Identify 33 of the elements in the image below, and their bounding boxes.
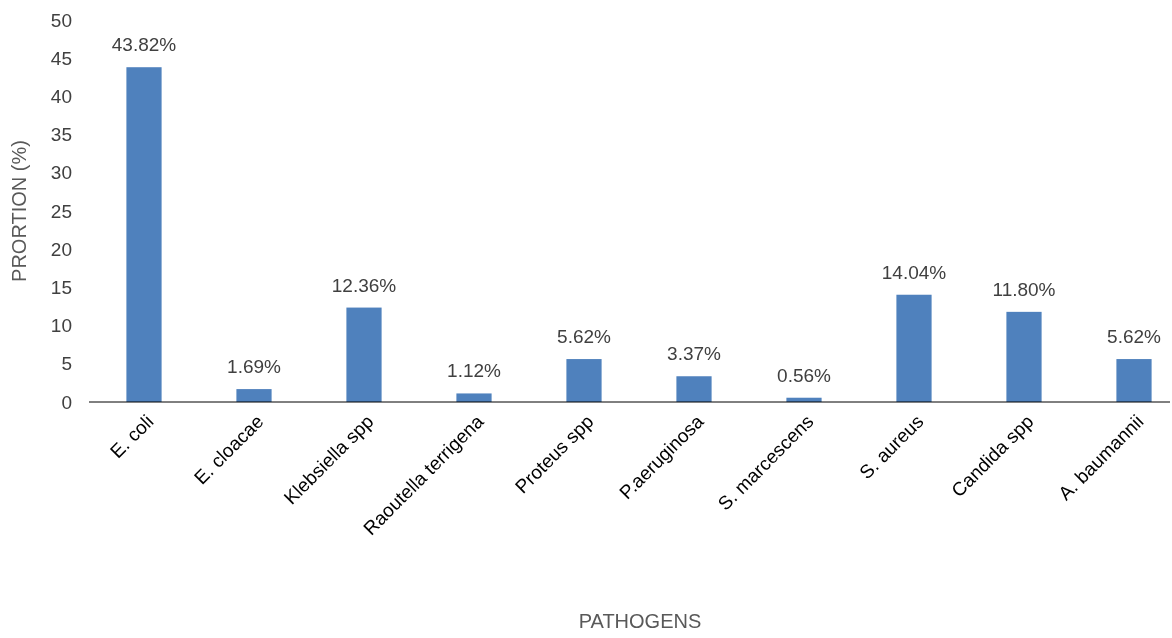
data-label: 0.56%: [777, 364, 832, 386]
y-tick-label: 40: [50, 86, 72, 108]
y-tick-label: 45: [50, 47, 72, 69]
bar: [1116, 359, 1152, 402]
y-tick-label: 35: [50, 124, 72, 146]
data-label: 43.82%: [111, 34, 177, 56]
y-tick-label: 25: [50, 200, 72, 222]
y-tick-label: 15: [50, 277, 72, 299]
bar: [346, 307, 382, 402]
data-label: 12.36%: [331, 274, 397, 296]
x-tick-label: E. coli: [106, 410, 158, 463]
y-axis-title: PRORTION (%): [8, 140, 30, 282]
y-tick-label: 0: [61, 391, 72, 413]
data-label: 1.12%: [447, 360, 502, 382]
bar: [1006, 311, 1042, 402]
bar: [896, 294, 932, 402]
bar: [126, 67, 162, 402]
y-tick-label: 50: [50, 9, 72, 31]
y-tick-label: 5: [61, 353, 72, 375]
y-tick-label: 20: [50, 238, 72, 260]
x-axis-title: PATHOGENS: [578, 610, 702, 632]
data-label: 5.62%: [557, 326, 612, 348]
data-label: 14.04%: [881, 261, 947, 283]
data-label: 5.62%: [1107, 326, 1162, 348]
data-label: 11.80%: [992, 278, 1056, 300]
y-tick-label: 10: [50, 315, 72, 337]
bar: [566, 359, 602, 402]
bar: [456, 393, 492, 402]
data-label: 1.69%: [227, 356, 282, 378]
bar: [236, 389, 272, 402]
bar: [676, 376, 712, 402]
y-tick-label: 30: [50, 162, 72, 184]
data-label: 3.37%: [667, 343, 722, 365]
